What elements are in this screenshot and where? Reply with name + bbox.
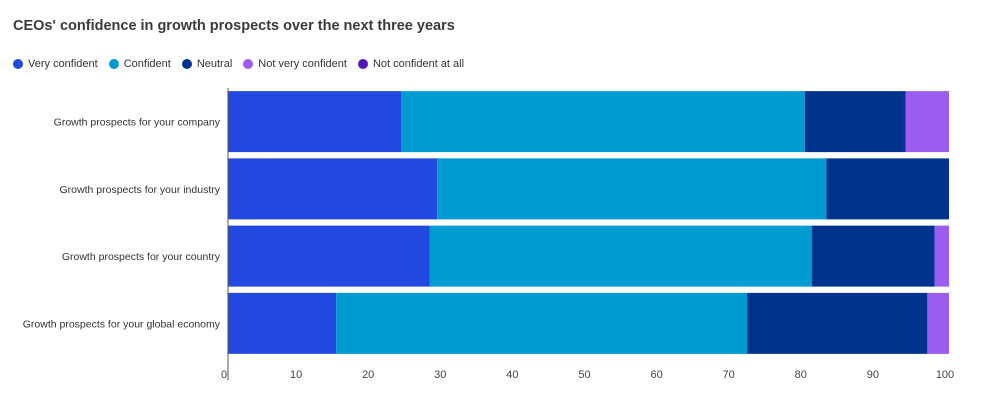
x-tick-label: 50 [578,369,590,381]
x-tick-label: 40 [506,369,518,381]
bar-segment[interactable] [429,225,813,287]
bar-segment[interactable] [804,91,906,153]
legend-label: Very confident [28,58,98,70]
bar-segment[interactable] [401,91,805,153]
bar-segment[interactable] [934,225,949,287]
category-label: Growth prospects for your company [54,117,221,129]
legend-marker-icon [108,59,119,69]
legend-marker-icon [13,59,23,69]
x-tick-label: 70 [723,369,735,381]
bar-segment[interactable] [747,292,928,354]
bar-segment[interactable] [228,91,402,153]
x-tick-label: 80 [795,369,807,381]
legend: Very confident Confident Neutral Not ver… [13,58,475,70]
bar-segment[interactable] [228,225,430,287]
x-tick-label: 10 [290,369,302,381]
category-label: Growth prospects for your country [62,251,221,263]
x-tick-label: 20 [362,369,374,381]
legend-item-not-very-confident[interactable]: Not very confident [243,58,347,70]
legend-item-not-confident-at-all[interactable]: Not confident at all [357,58,465,70]
legend-label: Neutral [196,58,233,70]
category-label: Growth prospects for your global economy [23,318,221,330]
legend-label: Not very confident [258,58,347,70]
legend-item-confident[interactable]: Confident [108,58,171,70]
legend-item-very-confident[interactable]: Very confident [13,58,98,70]
legend-marker-icon [181,59,192,69]
legend-marker-icon [243,59,254,69]
bar-segment[interactable] [228,158,438,220]
bar-segment[interactable] [905,91,949,153]
x-tick-label: 100 [936,369,954,381]
x-tick-label: 90 [867,369,879,381]
x-tick-label: 0 [221,369,227,381]
chart-title: CEOs' confidence in growth prospects ove… [13,18,455,34]
category-label: Growth prospects for your industry [60,184,221,196]
bar-segment[interactable] [812,225,935,287]
legend-label: Not confident at all [372,58,465,70]
bar-segment[interactable] [927,292,949,354]
legend-marker-icon [357,59,368,69]
bar-segment[interactable] [437,158,827,220]
x-tick-label: 30 [434,369,446,381]
bar-segment[interactable] [826,158,949,220]
bar-segment[interactable] [228,292,337,354]
legend-label: Confident [123,58,171,70]
bar-segment[interactable] [336,292,748,354]
x-tick-label: 60 [650,369,662,381]
legend-item-neutral[interactable]: Neutral [181,58,233,70]
